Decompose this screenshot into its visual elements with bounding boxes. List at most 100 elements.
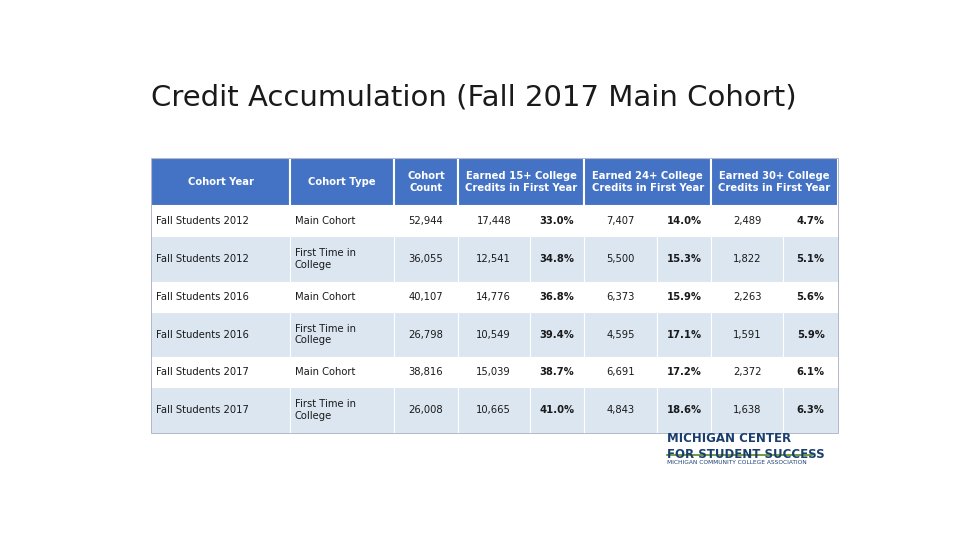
FancyBboxPatch shape	[395, 158, 458, 206]
FancyBboxPatch shape	[152, 388, 290, 433]
FancyBboxPatch shape	[585, 237, 657, 282]
FancyBboxPatch shape	[458, 388, 530, 433]
Text: 2,372: 2,372	[733, 367, 761, 377]
FancyBboxPatch shape	[152, 312, 290, 357]
Text: Fall Students 2012: Fall Students 2012	[156, 254, 249, 264]
FancyBboxPatch shape	[585, 312, 657, 357]
Text: MICHIGAN COMMUNITY COLLEGE ASSOCIATION: MICHIGAN COMMUNITY COLLEGE ASSOCIATION	[667, 460, 806, 465]
Text: 40,107: 40,107	[409, 292, 444, 302]
FancyBboxPatch shape	[152, 158, 290, 206]
Text: 33.0%: 33.0%	[540, 217, 574, 226]
Text: 38,816: 38,816	[409, 367, 444, 377]
FancyBboxPatch shape	[657, 312, 711, 357]
Text: Fall Students 2016: Fall Students 2016	[156, 329, 249, 340]
FancyBboxPatch shape	[530, 206, 585, 237]
FancyBboxPatch shape	[711, 158, 838, 206]
Text: 38.7%: 38.7%	[540, 367, 574, 377]
Text: 4,595: 4,595	[607, 329, 635, 340]
FancyBboxPatch shape	[290, 282, 395, 312]
FancyBboxPatch shape	[657, 237, 711, 282]
FancyBboxPatch shape	[783, 388, 838, 433]
Text: 36,055: 36,055	[409, 254, 444, 264]
Text: 1,638: 1,638	[733, 405, 761, 415]
Text: 14.0%: 14.0%	[666, 217, 702, 226]
FancyBboxPatch shape	[585, 357, 657, 388]
FancyBboxPatch shape	[711, 312, 783, 357]
Text: 4,843: 4,843	[607, 405, 635, 415]
FancyBboxPatch shape	[783, 282, 838, 312]
Text: 5,500: 5,500	[607, 254, 635, 264]
FancyBboxPatch shape	[395, 388, 458, 433]
Text: Main Cohort: Main Cohort	[295, 292, 355, 302]
Text: 52,944: 52,944	[409, 217, 444, 226]
FancyBboxPatch shape	[711, 357, 783, 388]
Text: First Time in
College: First Time in College	[295, 324, 356, 346]
FancyBboxPatch shape	[783, 357, 838, 388]
FancyBboxPatch shape	[783, 312, 838, 357]
Text: 10,665: 10,665	[476, 405, 511, 415]
FancyBboxPatch shape	[530, 357, 585, 388]
Text: Cohort Type: Cohort Type	[308, 177, 376, 187]
Text: MICHIGAN CENTER: MICHIGAN CENTER	[667, 432, 791, 445]
FancyBboxPatch shape	[585, 158, 711, 206]
Text: 2,489: 2,489	[733, 217, 761, 226]
FancyBboxPatch shape	[711, 282, 783, 312]
Text: Earned 30+ College
Credits in First Year: Earned 30+ College Credits in First Year	[718, 172, 830, 193]
Text: 4.7%: 4.7%	[797, 217, 825, 226]
FancyBboxPatch shape	[395, 237, 458, 282]
FancyBboxPatch shape	[458, 206, 530, 237]
FancyBboxPatch shape	[711, 237, 783, 282]
FancyBboxPatch shape	[657, 388, 711, 433]
Text: 15.9%: 15.9%	[666, 292, 702, 302]
FancyBboxPatch shape	[657, 206, 711, 237]
Text: 39.4%: 39.4%	[540, 329, 574, 340]
Text: First Time in
College: First Time in College	[295, 248, 356, 270]
Text: 5.9%: 5.9%	[797, 329, 825, 340]
Text: 41.0%: 41.0%	[540, 405, 575, 415]
Text: 26,008: 26,008	[409, 405, 444, 415]
Text: First Time in
College: First Time in College	[295, 399, 356, 421]
FancyBboxPatch shape	[711, 206, 783, 237]
Text: Cohort Year: Cohort Year	[188, 177, 253, 187]
FancyBboxPatch shape	[395, 312, 458, 357]
Text: Fall Students 2012: Fall Students 2012	[156, 217, 249, 226]
FancyBboxPatch shape	[290, 206, 395, 237]
Text: 15.3%: 15.3%	[666, 254, 702, 264]
FancyBboxPatch shape	[585, 282, 657, 312]
FancyBboxPatch shape	[395, 357, 458, 388]
FancyBboxPatch shape	[458, 357, 530, 388]
FancyBboxPatch shape	[783, 237, 838, 282]
Text: 18.6%: 18.6%	[666, 405, 702, 415]
FancyBboxPatch shape	[152, 206, 290, 237]
Text: Main Cohort: Main Cohort	[295, 367, 355, 377]
Text: 6,373: 6,373	[607, 292, 635, 302]
Text: 14,776: 14,776	[476, 292, 511, 302]
Text: Earned 15+ College
Credits in First Year: Earned 15+ College Credits in First Year	[465, 172, 577, 193]
FancyBboxPatch shape	[530, 282, 585, 312]
FancyBboxPatch shape	[530, 312, 585, 357]
FancyBboxPatch shape	[290, 388, 395, 433]
FancyBboxPatch shape	[530, 237, 585, 282]
Text: 17.2%: 17.2%	[666, 367, 702, 377]
Text: 5.6%: 5.6%	[797, 292, 825, 302]
Text: 12,541: 12,541	[476, 254, 511, 264]
Text: FOR STUDENT SUCCESS: FOR STUDENT SUCCESS	[667, 448, 825, 461]
FancyBboxPatch shape	[395, 282, 458, 312]
Text: 5.1%: 5.1%	[797, 254, 825, 264]
FancyBboxPatch shape	[458, 158, 585, 206]
FancyBboxPatch shape	[395, 206, 458, 237]
FancyBboxPatch shape	[585, 388, 657, 433]
Text: Fall Students 2017: Fall Students 2017	[156, 367, 249, 377]
Text: 6,691: 6,691	[606, 367, 635, 377]
Text: 17,448: 17,448	[476, 217, 511, 226]
FancyBboxPatch shape	[458, 237, 530, 282]
Text: 17.1%: 17.1%	[666, 329, 702, 340]
FancyBboxPatch shape	[585, 206, 657, 237]
Text: Earned 24+ College
Credits in First Year: Earned 24+ College Credits in First Year	[591, 172, 704, 193]
Text: 1,822: 1,822	[733, 254, 761, 264]
Text: 15,039: 15,039	[476, 367, 511, 377]
Text: 6.1%: 6.1%	[797, 367, 825, 377]
FancyBboxPatch shape	[152, 237, 290, 282]
Text: Cohort
Count: Cohort Count	[407, 172, 444, 193]
FancyBboxPatch shape	[290, 237, 395, 282]
